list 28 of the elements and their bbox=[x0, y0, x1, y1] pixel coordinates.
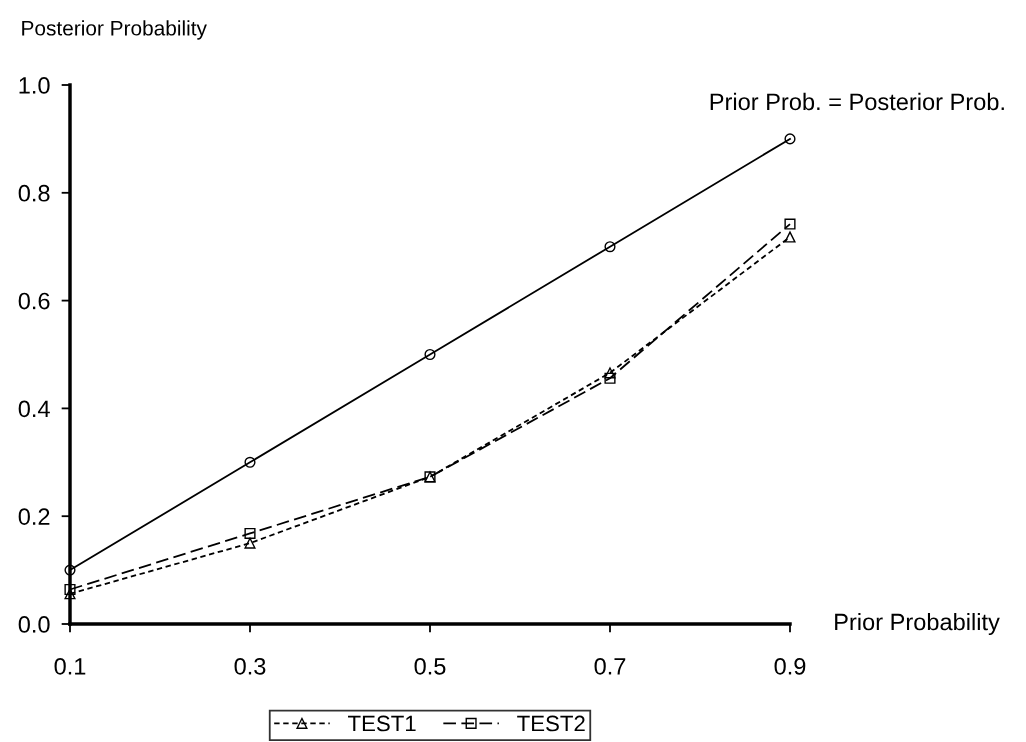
point bbox=[604, 241, 616, 253]
y-tick-label: 1.0 bbox=[19, 77, 50, 94]
point bbox=[784, 218, 796, 230]
y-tick-label: 0.4 bbox=[18, 400, 50, 418]
point bbox=[784, 231, 796, 243]
point bbox=[244, 527, 256, 540]
legend-label: TEST2 bbox=[517, 715, 585, 732]
x-tick-label: 0.7 bbox=[594, 657, 626, 675]
annotation: Prior Prob. = Posterior Prob. bbox=[710, 92, 1004, 111]
point bbox=[244, 537, 256, 549]
x-tick-label: 0.9 bbox=[774, 657, 806, 675]
point bbox=[244, 456, 256, 468]
x-tick-label: 0.5 bbox=[414, 657, 446, 675]
y-tick-label: 0.8 bbox=[18, 184, 50, 202]
point bbox=[424, 348, 436, 361]
legend-label: TEST1 bbox=[348, 715, 416, 732]
point bbox=[604, 372, 616, 384]
point bbox=[784, 133, 796, 145]
y-axis-title: Posterior Probability bbox=[22, 20, 207, 40]
y-tick-label: 0.0 bbox=[18, 616, 50, 633]
x-axis-title: Prior Probability bbox=[835, 612, 1000, 636]
point bbox=[64, 583, 76, 596]
x-tick-label: 0.3 bbox=[234, 657, 266, 675]
y-tick-label: 0.2 bbox=[18, 508, 50, 525]
y-tick-label: 0.6 bbox=[18, 292, 50, 310]
point bbox=[604, 367, 616, 379]
point bbox=[64, 564, 76, 576]
x-tick-label: 0.1 bbox=[54, 657, 86, 675]
